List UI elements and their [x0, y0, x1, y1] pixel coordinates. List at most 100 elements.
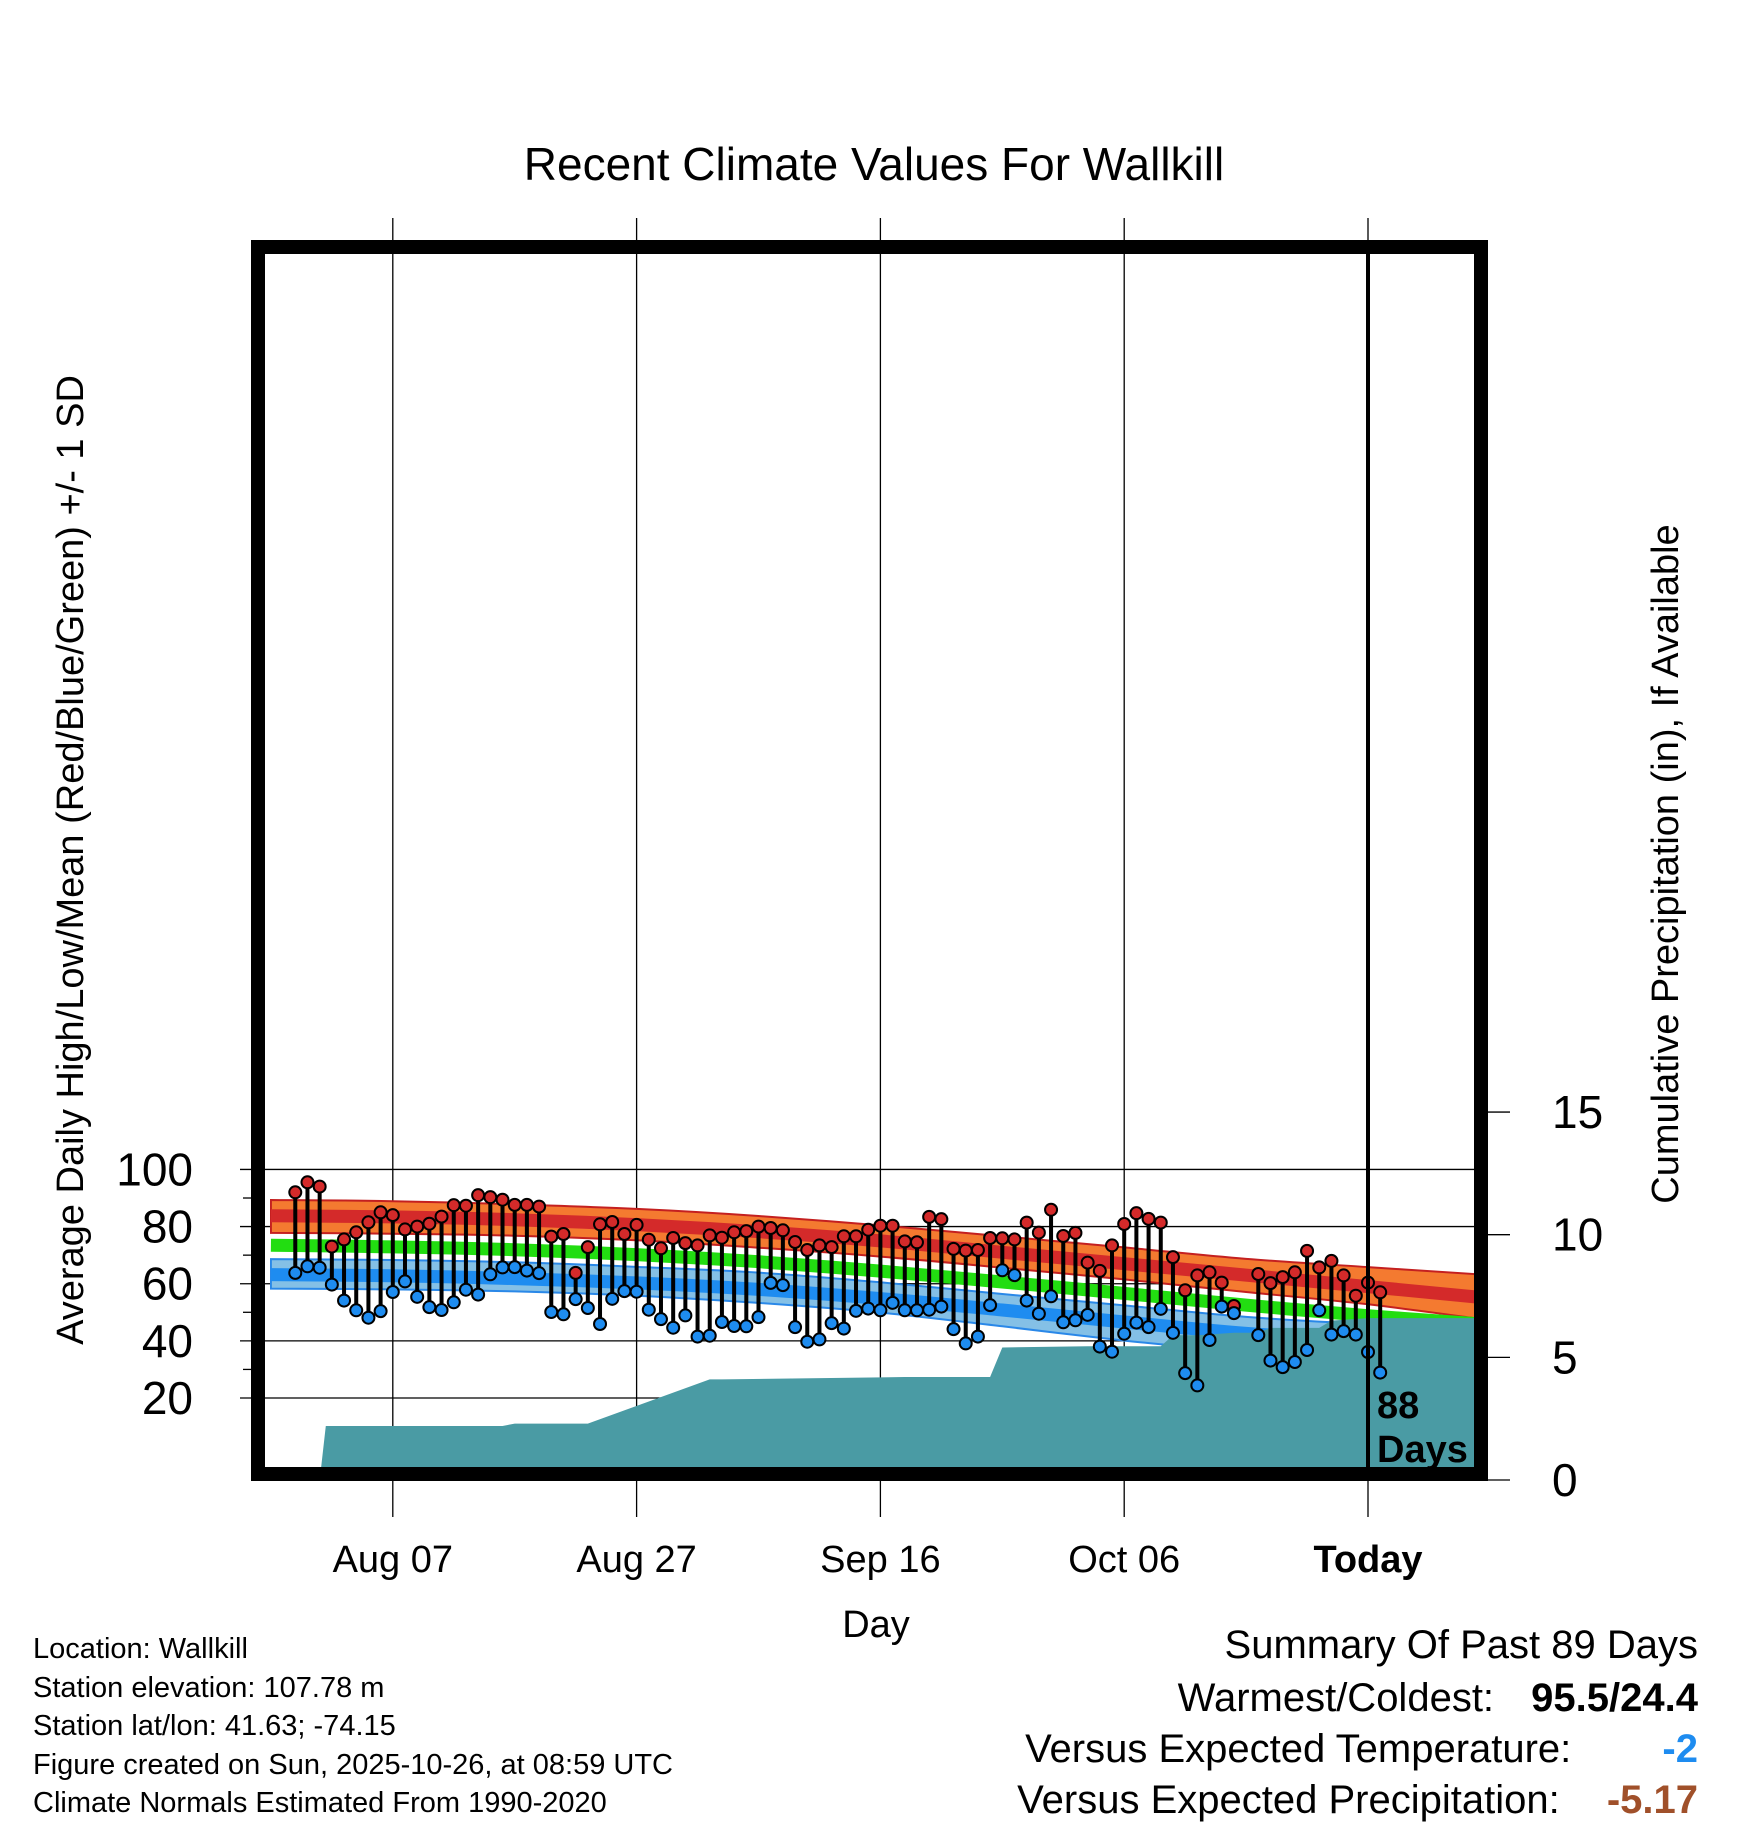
- low-point: [775, 1278, 790, 1293]
- high-point: [995, 1231, 1010, 1246]
- low-point: [946, 1322, 961, 1337]
- high-point: [337, 1232, 352, 1247]
- low-point: [1129, 1315, 1144, 1330]
- high-point: [361, 1215, 376, 1230]
- plot-border: [251, 240, 1488, 1481]
- high-point: [568, 1265, 583, 1280]
- low-point: [958, 1336, 973, 1351]
- low-point: [909, 1303, 924, 1318]
- y-tick-label: 100: [116, 1143, 193, 1195]
- high-point: [897, 1234, 912, 1249]
- y2-tick-label: 10: [1552, 1209, 1603, 1261]
- high-point: [1178, 1283, 1193, 1298]
- low-point: [434, 1303, 449, 1318]
- low-point: [800, 1334, 815, 1349]
- created-text: Figure created on Sun, 2025-10-26, at 08…: [33, 1748, 673, 1781]
- y-tick-label: 80: [142, 1201, 193, 1253]
- summary-panel: Summary Of Past 89 Days Warmest/Coldest:…: [1017, 1620, 1698, 1826]
- high-point: [873, 1218, 888, 1233]
- x-tick-label: Today: [1313, 1539, 1422, 1581]
- high-point: [1080, 1255, 1095, 1270]
- precip-dev-label: Versus Expected Precipitation:: [1017, 1778, 1560, 1822]
- precip-area: [319, 1318, 1478, 1480]
- low-point: [446, 1295, 461, 1310]
- low-point: [1141, 1320, 1156, 1335]
- low-point: [873, 1303, 888, 1318]
- high-point: [1019, 1215, 1034, 1230]
- high-point: [1287, 1265, 1302, 1280]
- high-point: [690, 1238, 705, 1253]
- high-point: [775, 1223, 790, 1238]
- high-point: [288, 1185, 303, 1200]
- high-point: [373, 1205, 388, 1220]
- y-tick-label: 20: [142, 1372, 193, 1424]
- low-point: [1263, 1353, 1278, 1368]
- low-point: [1348, 1327, 1363, 1342]
- daily-points: [288, 1175, 1388, 1393]
- high-point: [983, 1231, 998, 1246]
- low-point: [1251, 1328, 1266, 1343]
- low-point: [751, 1310, 766, 1325]
- low-point: [702, 1328, 717, 1343]
- temp-dev-label: Versus Expected Temperature:: [1025, 1727, 1572, 1771]
- low-point: [739, 1319, 754, 1334]
- low-point: [763, 1275, 778, 1290]
- low-point: [617, 1284, 632, 1299]
- low-point: [1275, 1360, 1290, 1375]
- low-point: [337, 1293, 352, 1308]
- low-point: [970, 1329, 985, 1344]
- high-point: [471, 1188, 486, 1203]
- high-point: [434, 1209, 449, 1224]
- high-point: [1190, 1268, 1205, 1283]
- high-point: [593, 1217, 608, 1232]
- low-point: [690, 1329, 705, 1344]
- low-point: [1312, 1303, 1327, 1318]
- high-point: [666, 1231, 681, 1246]
- high-point: [507, 1197, 522, 1212]
- high-point: [483, 1190, 498, 1205]
- low-point: [593, 1317, 608, 1332]
- warmest-label: Warmest/Coldest:: [1177, 1676, 1495, 1720]
- low-point: [1287, 1355, 1302, 1370]
- high-point: [1373, 1285, 1388, 1300]
- high-point: [1117, 1217, 1132, 1232]
- low-point: [483, 1267, 498, 1282]
- low-point: [1117, 1326, 1132, 1341]
- low-point: [1031, 1306, 1046, 1321]
- low-point: [1153, 1301, 1168, 1316]
- today-days-label: Days: [1377, 1429, 1468, 1471]
- high-point: [751, 1219, 766, 1234]
- low-point: [788, 1320, 803, 1335]
- low-point: [556, 1307, 571, 1322]
- low-point: [1373, 1365, 1388, 1380]
- elevation-text: Station elevation: 107.78 m: [33, 1671, 385, 1704]
- high-point: [495, 1192, 510, 1207]
- high-point: [458, 1198, 473, 1213]
- location-text: Location: Wallkill: [33, 1633, 248, 1665]
- high-point: [1129, 1206, 1144, 1221]
- high-point: [958, 1243, 973, 1258]
- low-point: [300, 1259, 315, 1274]
- x-tick-label: Oct 06: [1068, 1539, 1180, 1581]
- normals-text: Climate Normals Estimated From 1990-2020: [33, 1787, 607, 1819]
- low-point: [1019, 1293, 1034, 1308]
- low-point: [349, 1303, 364, 1318]
- high-point: [800, 1243, 815, 1258]
- high-point: [836, 1229, 851, 1244]
- high-point: [909, 1235, 924, 1250]
- low-point: [629, 1284, 644, 1299]
- y2-axis-label: Cumulative Precipitation (in), If Availa…: [1645, 524, 1687, 1203]
- low-point: [1214, 1299, 1229, 1314]
- plot-frame: [251, 240, 1488, 1481]
- low-point: [885, 1295, 900, 1310]
- high-point: [641, 1232, 656, 1247]
- low-point: [1068, 1313, 1083, 1328]
- low-point: [861, 1301, 876, 1316]
- low-point: [653, 1312, 668, 1327]
- high-point: [824, 1240, 839, 1255]
- high-point: [970, 1243, 985, 1258]
- low-point: [1336, 1324, 1351, 1339]
- low-point: [849, 1303, 864, 1318]
